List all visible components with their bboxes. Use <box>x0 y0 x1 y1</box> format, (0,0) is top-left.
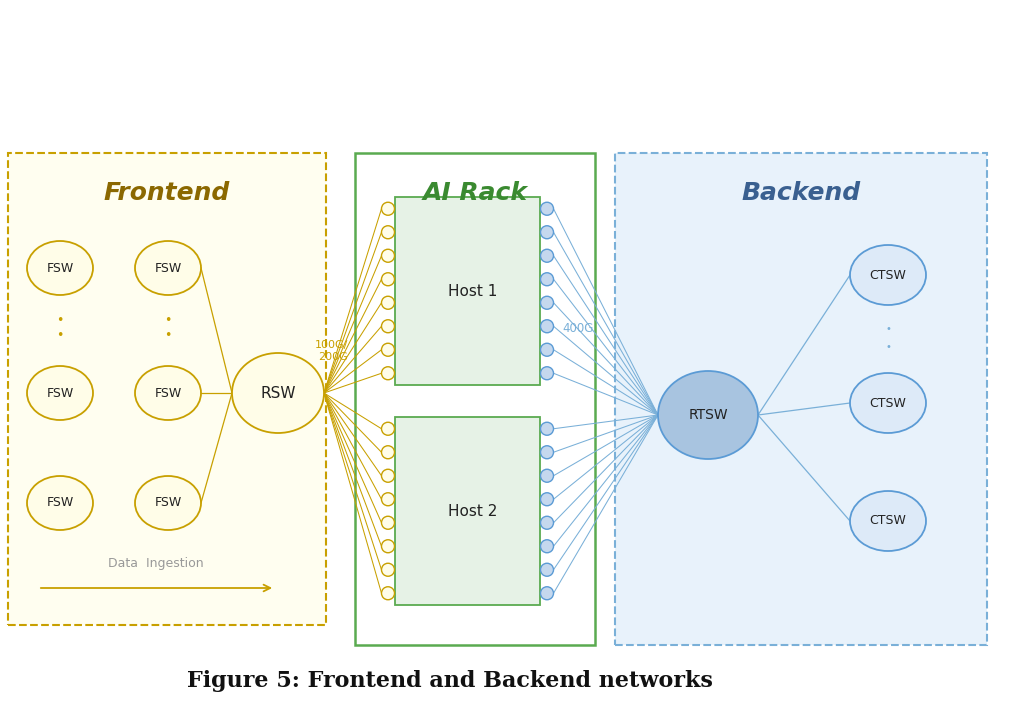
Circle shape <box>541 250 554 262</box>
Text: RSW: RSW <box>260 385 296 401</box>
Text: •: • <box>164 314 172 327</box>
Circle shape <box>381 587 395 600</box>
Ellipse shape <box>232 353 324 433</box>
Text: •: • <box>57 329 64 342</box>
Circle shape <box>541 226 554 239</box>
Text: FSW: FSW <box>154 496 182 510</box>
Circle shape <box>541 540 554 553</box>
Circle shape <box>381 320 395 333</box>
FancyBboxPatch shape <box>395 197 540 385</box>
Text: CTSW: CTSW <box>870 515 906 527</box>
Circle shape <box>541 367 554 380</box>
Text: CTSW: CTSW <box>870 269 906 281</box>
Text: Frontend: Frontend <box>104 181 230 205</box>
Text: RTSW: RTSW <box>688 408 727 422</box>
Ellipse shape <box>850 245 926 305</box>
Text: Host 2: Host 2 <box>448 503 497 519</box>
Circle shape <box>381 540 395 553</box>
Text: Backend: Backend <box>742 181 861 205</box>
Text: FSW: FSW <box>154 387 182 399</box>
Text: •: • <box>885 342 891 352</box>
Text: 400G: 400G <box>562 321 593 335</box>
Text: Figure 5: Frontend and Backend networks: Figure 5: Frontend and Backend networks <box>187 670 713 692</box>
Circle shape <box>541 343 554 356</box>
Circle shape <box>541 273 554 285</box>
Circle shape <box>381 423 395 435</box>
Text: CTSW: CTSW <box>870 396 906 410</box>
Ellipse shape <box>850 491 926 551</box>
Circle shape <box>541 296 554 309</box>
Circle shape <box>541 516 554 529</box>
Text: •: • <box>164 329 172 342</box>
Circle shape <box>381 250 395 262</box>
Ellipse shape <box>27 476 93 530</box>
Ellipse shape <box>850 373 926 433</box>
FancyBboxPatch shape <box>8 153 326 625</box>
Ellipse shape <box>27 366 93 420</box>
Circle shape <box>381 343 395 356</box>
Circle shape <box>381 516 395 529</box>
FancyBboxPatch shape <box>615 153 987 645</box>
Text: FSW: FSW <box>46 262 74 274</box>
Circle shape <box>381 273 395 285</box>
Text: 100G/
200G: 100G/ 200G <box>315 340 348 362</box>
Text: •: • <box>57 314 64 327</box>
Circle shape <box>381 367 395 380</box>
FancyBboxPatch shape <box>395 417 540 605</box>
Ellipse shape <box>135 366 201 420</box>
Text: •: • <box>885 324 891 334</box>
Circle shape <box>381 202 395 215</box>
Ellipse shape <box>135 241 201 295</box>
Circle shape <box>541 563 554 576</box>
Circle shape <box>381 493 395 505</box>
Ellipse shape <box>135 476 201 530</box>
Text: FSW: FSW <box>154 262 182 274</box>
FancyBboxPatch shape <box>355 153 595 645</box>
Circle shape <box>541 202 554 215</box>
Circle shape <box>541 423 554 435</box>
Circle shape <box>381 563 395 576</box>
Ellipse shape <box>27 241 93 295</box>
Circle shape <box>541 587 554 600</box>
Text: Host 1: Host 1 <box>448 283 497 299</box>
Text: FSW: FSW <box>46 496 74 510</box>
Circle shape <box>541 320 554 333</box>
Circle shape <box>381 296 395 309</box>
Circle shape <box>381 446 395 459</box>
Circle shape <box>541 446 554 459</box>
Text: AI Rack: AI Rack <box>423 181 528 205</box>
Circle shape <box>381 469 395 482</box>
Circle shape <box>381 226 395 239</box>
Circle shape <box>541 493 554 505</box>
Text: FSW: FSW <box>46 387 74 399</box>
Text: Data  Ingestion: Data Ingestion <box>108 557 204 570</box>
Circle shape <box>541 469 554 482</box>
Ellipse shape <box>658 371 758 459</box>
